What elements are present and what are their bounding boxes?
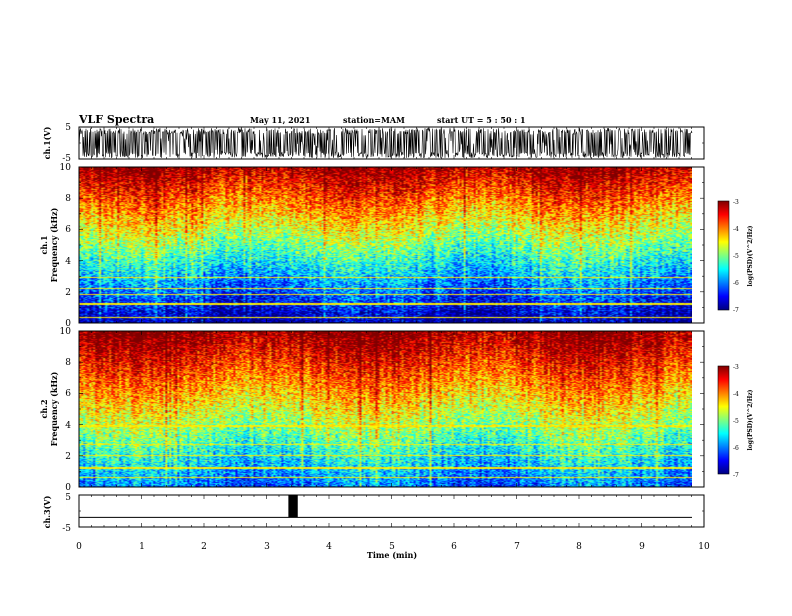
spec2-ytick-0: 0 <box>65 483 71 493</box>
xtick-label-8: 8 <box>576 542 582 552</box>
time-axis-label: Time (min) <box>367 550 417 560</box>
xtick-label-6: 6 <box>451 542 457 552</box>
spec1-ytick-6: 6 <box>65 225 71 235</box>
ch3-signal-frame <box>78 494 705 528</box>
spec2-ytick-10: 10 <box>60 327 72 337</box>
spec2-cbar-tick-6: -6 <box>733 445 739 452</box>
spec2-ytick-6: 6 <box>65 389 71 399</box>
ch3-ytick-bottom: -5 <box>62 524 71 534</box>
spec1-cbar-tick-7: -7 <box>733 307 739 314</box>
ch1-ytick-bottom: -5 <box>62 154 71 164</box>
header-start-time: start UT = 5 : 50 : 1 <box>437 115 526 125</box>
spec2-cbar-tick-5: -5 <box>733 418 739 425</box>
panel-frames <box>78 126 705 528</box>
spec2-ylabel-channel: ch.2 <box>39 399 49 418</box>
spec2-cbar-tick-4: -4 <box>733 391 739 398</box>
ch1-waveform-trace <box>78 127 693 159</box>
ch1-spectrogram-panel: 10 8 6 4 2 0 ch.1 Frequency (kHz) -3 -4 … <box>39 163 754 329</box>
spec2-ylabel-frequency: Frequency (kHz) <box>49 371 59 446</box>
xtick-label-2: 2 <box>201 542 207 552</box>
ch1-ytick-top: 5 <box>65 123 71 133</box>
spec1-colorbar <box>717 200 730 311</box>
spec2-cbar-tick-3: -3 <box>733 364 739 371</box>
xtick-label-0: 0 <box>76 542 82 552</box>
ch2-spectrogram-panel: 10 8 6 4 2 0 ch.2 Frequency (kHz) -3 -4 … <box>39 327 754 493</box>
spec2-ytick-4: 4 <box>65 421 71 431</box>
ch3-signal-panel: 5 -5 ch.3(V) <box>42 493 692 534</box>
header-station: station=MAM <box>343 115 405 125</box>
spec1-cbar-tick-4: -4 <box>733 226 739 233</box>
xtick-label-1: 1 <box>139 542 145 552</box>
xtick-label-9: 9 <box>639 542 645 552</box>
spec1-ytick-8: 8 <box>65 194 71 204</box>
time-axis-tick-labels: 0 1 2 3 4 5 6 7 8 9 10 <box>76 542 710 552</box>
spec1-ytick-10: 10 <box>60 163 72 173</box>
ch3-ylabel: ch.3(V) <box>42 495 52 528</box>
spec1-cbar-tick-5: -5 <box>733 253 739 260</box>
ch3-ytick-top: 5 <box>65 493 71 503</box>
xtick-label-10: 10 <box>698 542 710 552</box>
spec2-ytick-2: 2 <box>65 452 71 462</box>
xtick-label-7: 7 <box>514 542 520 552</box>
ch1-waveform-ylabel: ch.1(V) <box>42 126 52 159</box>
spec1-ytick-0: 0 <box>65 319 71 329</box>
xtick-label-3: 3 <box>264 542 270 552</box>
spec1-colorbar-label: log(PSD)(V^2/Hz) <box>747 225 754 286</box>
xtick-label-5: 5 <box>389 542 395 552</box>
spec1-ylabel-frequency: Frequency (kHz) <box>49 207 59 282</box>
header-date: May 11, 2021 <box>250 115 310 125</box>
spec2-cbar-tick-7: -7 <box>733 472 739 479</box>
spec2-colorbar-label: log(PSD)(V^2/Hz) <box>747 389 754 450</box>
spec1-ytick-4: 4 <box>65 257 71 267</box>
spec1-cbar-tick-3: -3 <box>733 199 739 206</box>
ch1-spectrogram-image <box>79 167 692 323</box>
spec1-cbar-tick-6: -6 <box>733 280 739 287</box>
spec2-colorbar <box>717 365 730 475</box>
xtick-label-4: 4 <box>326 542 332 552</box>
ch1-waveform-panel: 5 -5 ch.1(V) <box>42 123 693 164</box>
spec2-ytick-8: 8 <box>65 358 71 368</box>
ch1-waveform-line <box>78 127 693 159</box>
ch2-spectrogram-image <box>79 331 692 487</box>
figure-title: VLF Spectra <box>78 113 154 126</box>
spec1-ylabel-channel: ch.1 <box>39 235 49 254</box>
spec1-ytick-2: 2 <box>65 288 71 298</box>
ch3-pulse <box>288 495 298 518</box>
